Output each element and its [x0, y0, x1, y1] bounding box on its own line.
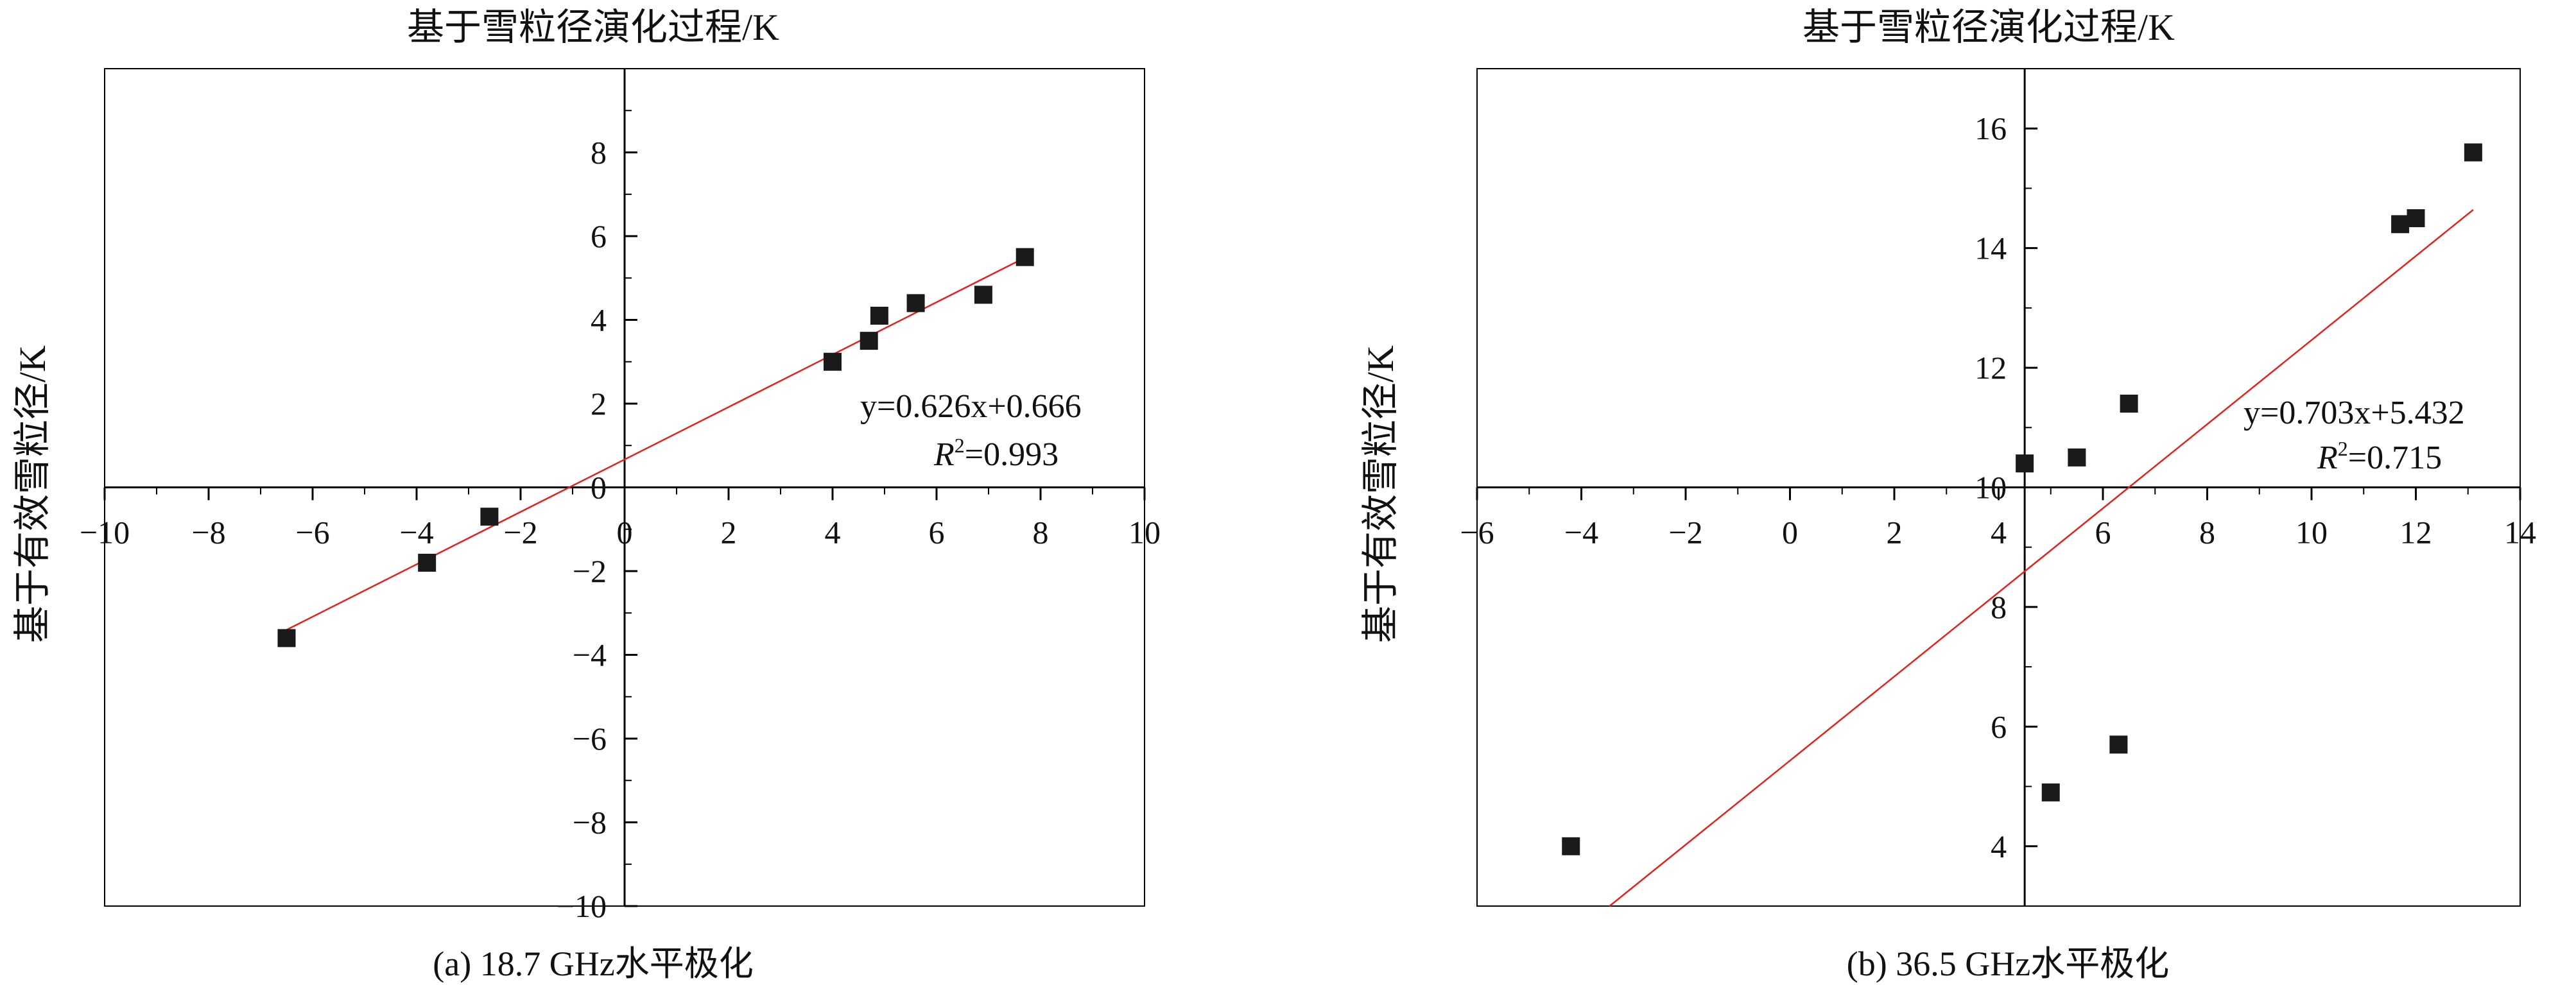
- fit-line: [286, 254, 1031, 631]
- y-tick-label: 8: [591, 135, 607, 171]
- x-tick-label: 0: [1782, 515, 1798, 551]
- data-point: [2464, 143, 2482, 162]
- y-tick-label: 4: [1991, 828, 2007, 864]
- data-point: [2041, 783, 2060, 801]
- data-point: [870, 306, 888, 325]
- x-tick-label: 2: [1887, 515, 1903, 551]
- x-tick-label: 6: [929, 515, 945, 551]
- chart-panel-b: 基于雪粒径演化过程/K −6 −4 −2 0 2 4 6 8 10 12 14 4 6 8 10 12 14 16…: [1360, 6, 2536, 983]
- x-tick-label: −10: [80, 515, 130, 551]
- data-point: [2109, 735, 2128, 754]
- data-point: [2407, 209, 2425, 228]
- r-squared-symbol: R: [933, 436, 955, 473]
- y-tick-label: 4: [591, 302, 607, 338]
- data-point: [480, 508, 499, 526]
- x-tick-label: 4: [1991, 515, 2007, 551]
- data-point: [2391, 215, 2410, 234]
- data-point: [1016, 248, 1034, 266]
- y-tick-label: −6: [573, 721, 607, 757]
- fit-line: [1609, 209, 2474, 907]
- y-tick-label: −8: [573, 805, 607, 841]
- y-tick-label: 14: [1975, 230, 2007, 266]
- axes: −6 −4 −2 0 2 4 6 8 10 12 14 4 6 8 10 12 14 16: [1460, 68, 2536, 906]
- r-squared-symbol: R: [2317, 440, 2338, 476]
- x-tick-label: 0: [617, 515, 633, 551]
- x-tick-label: 2: [721, 515, 737, 551]
- y-tick-label: 10: [1975, 470, 2007, 506]
- equation-text: y=0.626x+0.666: [860, 388, 1082, 425]
- fit-equation: y=0.703x+5.432 R2=0.715: [2243, 395, 2465, 476]
- fit-line-group: [1609, 209, 2474, 907]
- x-tick-label: 12: [2400, 515, 2432, 551]
- y-tick-label: 8: [1991, 589, 2007, 625]
- data-points: [1562, 143, 2482, 855]
- y-tick-label: −4: [573, 637, 607, 673]
- r-squared-value: =0.715: [2348, 440, 2442, 476]
- equation-text: y=0.703x+5.432: [2243, 395, 2465, 431]
- x-tick-label: 10: [1128, 515, 1161, 551]
- data-point: [974, 286, 992, 304]
- y-tick-label: −10: [557, 888, 607, 924]
- y-tick-label: 2: [591, 386, 607, 422]
- chart-caption: (b) 36.5 GHz水平极化: [1847, 945, 2169, 983]
- y-tick-label: 16: [1975, 110, 2007, 146]
- data-point: [824, 352, 842, 371]
- y-tick-label: 6: [591, 218, 607, 254]
- x-tick-label: 8: [2199, 515, 2215, 551]
- x-tick-label: −4: [1564, 515, 1598, 551]
- data-point: [860, 332, 878, 350]
- y-tick-label: 6: [1991, 708, 2007, 744]
- x-tick-label: −8: [191, 515, 225, 551]
- y-tick-label: −2: [573, 553, 607, 589]
- x-tick-label: −6: [295, 515, 329, 551]
- x-tick-label: −2: [503, 515, 537, 551]
- r-squared-superscript: 2: [955, 434, 965, 457]
- x-tick-label: −4: [399, 515, 433, 551]
- x-tick-label: 10: [2295, 515, 2328, 551]
- x-tick-label: 4: [825, 515, 841, 551]
- data-points: [277, 248, 1034, 647]
- y-axis-label: 基于有效雪粒径/K: [12, 345, 53, 643]
- r-squared-text: R2=0.715: [2317, 437, 2442, 476]
- x-tick-label: 6: [2095, 515, 2111, 551]
- r-squared-text: R2=0.993: [933, 434, 1059, 473]
- data-point: [2120, 395, 2138, 413]
- data-point: [2068, 448, 2086, 467]
- data-point: [1562, 837, 1580, 855]
- data-point: [277, 629, 296, 647]
- data-point: [906, 294, 925, 313]
- fit-line-group: [286, 254, 1031, 631]
- data-point: [418, 553, 437, 572]
- fit-equation: y=0.626x+0.666 R2=0.993: [860, 388, 1082, 473]
- x-tick-label: 14: [2504, 515, 2536, 551]
- chart-panel-a: 基于雪粒径演化过程/K −10 −8 −6 −4 −2 0 2 4 6 8 10 −10 −8 −6 −4 −…: [12, 6, 1161, 983]
- r-squared-superscript: 2: [2338, 437, 2348, 460]
- x-tick-label: −2: [1668, 515, 1702, 551]
- chart-title: 基于雪粒径演化过程/K: [407, 6, 779, 48]
- r-squared-value: =0.993: [965, 436, 1059, 473]
- y-axis-label: 基于有效雪粒径/K: [1360, 345, 1401, 643]
- chart-caption: (a) 18.7 GHz水平极化: [433, 945, 753, 983]
- data-point: [2016, 454, 2034, 473]
- chart-title: 基于雪粒径演化过程/K: [1802, 6, 2175, 48]
- y-tick-label: 12: [1975, 350, 2007, 386]
- x-tick-label: −6: [1460, 515, 1494, 551]
- x-tick-label: 8: [1033, 515, 1049, 551]
